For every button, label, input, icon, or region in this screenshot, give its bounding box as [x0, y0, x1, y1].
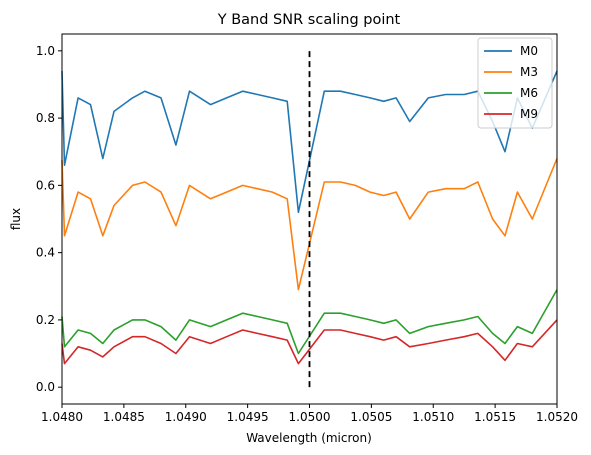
legend-label-m9: M9: [520, 107, 538, 121]
x-tick-label: 1.0480: [41, 410, 83, 424]
y-tick-label: 0.0: [36, 380, 55, 394]
x-tick-label: 1.0500: [289, 410, 331, 424]
legend-label-m6: M6: [520, 86, 538, 100]
x-tick-label: 1.0505: [350, 410, 392, 424]
y-axis-label: flux: [9, 208, 23, 230]
legend-frame: [477, 37, 553, 129]
plot-area: [61, 50, 558, 388]
x-axis: 1.0480 1.0485 1.0490 1.0495 1.0500 1.0505 1.05…: [41, 404, 578, 424]
series-line-m9: [61, 319, 558, 365]
series-line-m3: [61, 158, 558, 291]
x-tick-label: 1.0520: [536, 410, 578, 424]
x-tick-label: 1.0515: [474, 410, 516, 424]
x-tick-label: 1.0495: [227, 410, 269, 424]
series-line-m6: [61, 289, 558, 355]
y-tick-label: 0.6: [36, 178, 55, 192]
legend-label-m3: M3: [520, 65, 538, 79]
x-axis-label: Wavelength (micron): [246, 431, 372, 445]
y-tick-label: 0.2: [36, 313, 55, 327]
y-tick-label: 0.4: [36, 246, 55, 260]
chart-title: Y Band SNR scaling point: [217, 12, 401, 28]
x-tick-label: 1.0485: [103, 410, 145, 424]
y-tick-label: 0.8: [36, 111, 55, 125]
legend-label-m0: M0: [520, 44, 538, 58]
y-axis: 0.0 0.2 0.4 0.6 0.8 1.0: [36, 44, 62, 394]
series-line-m0: [61, 70, 558, 214]
x-tick-label: 1.0490: [165, 410, 207, 424]
y-tick-label: 1.0: [36, 44, 55, 58]
legend: M0 M3 M6 M9: [477, 37, 553, 129]
x-tick-label: 1.0510: [412, 410, 454, 424]
